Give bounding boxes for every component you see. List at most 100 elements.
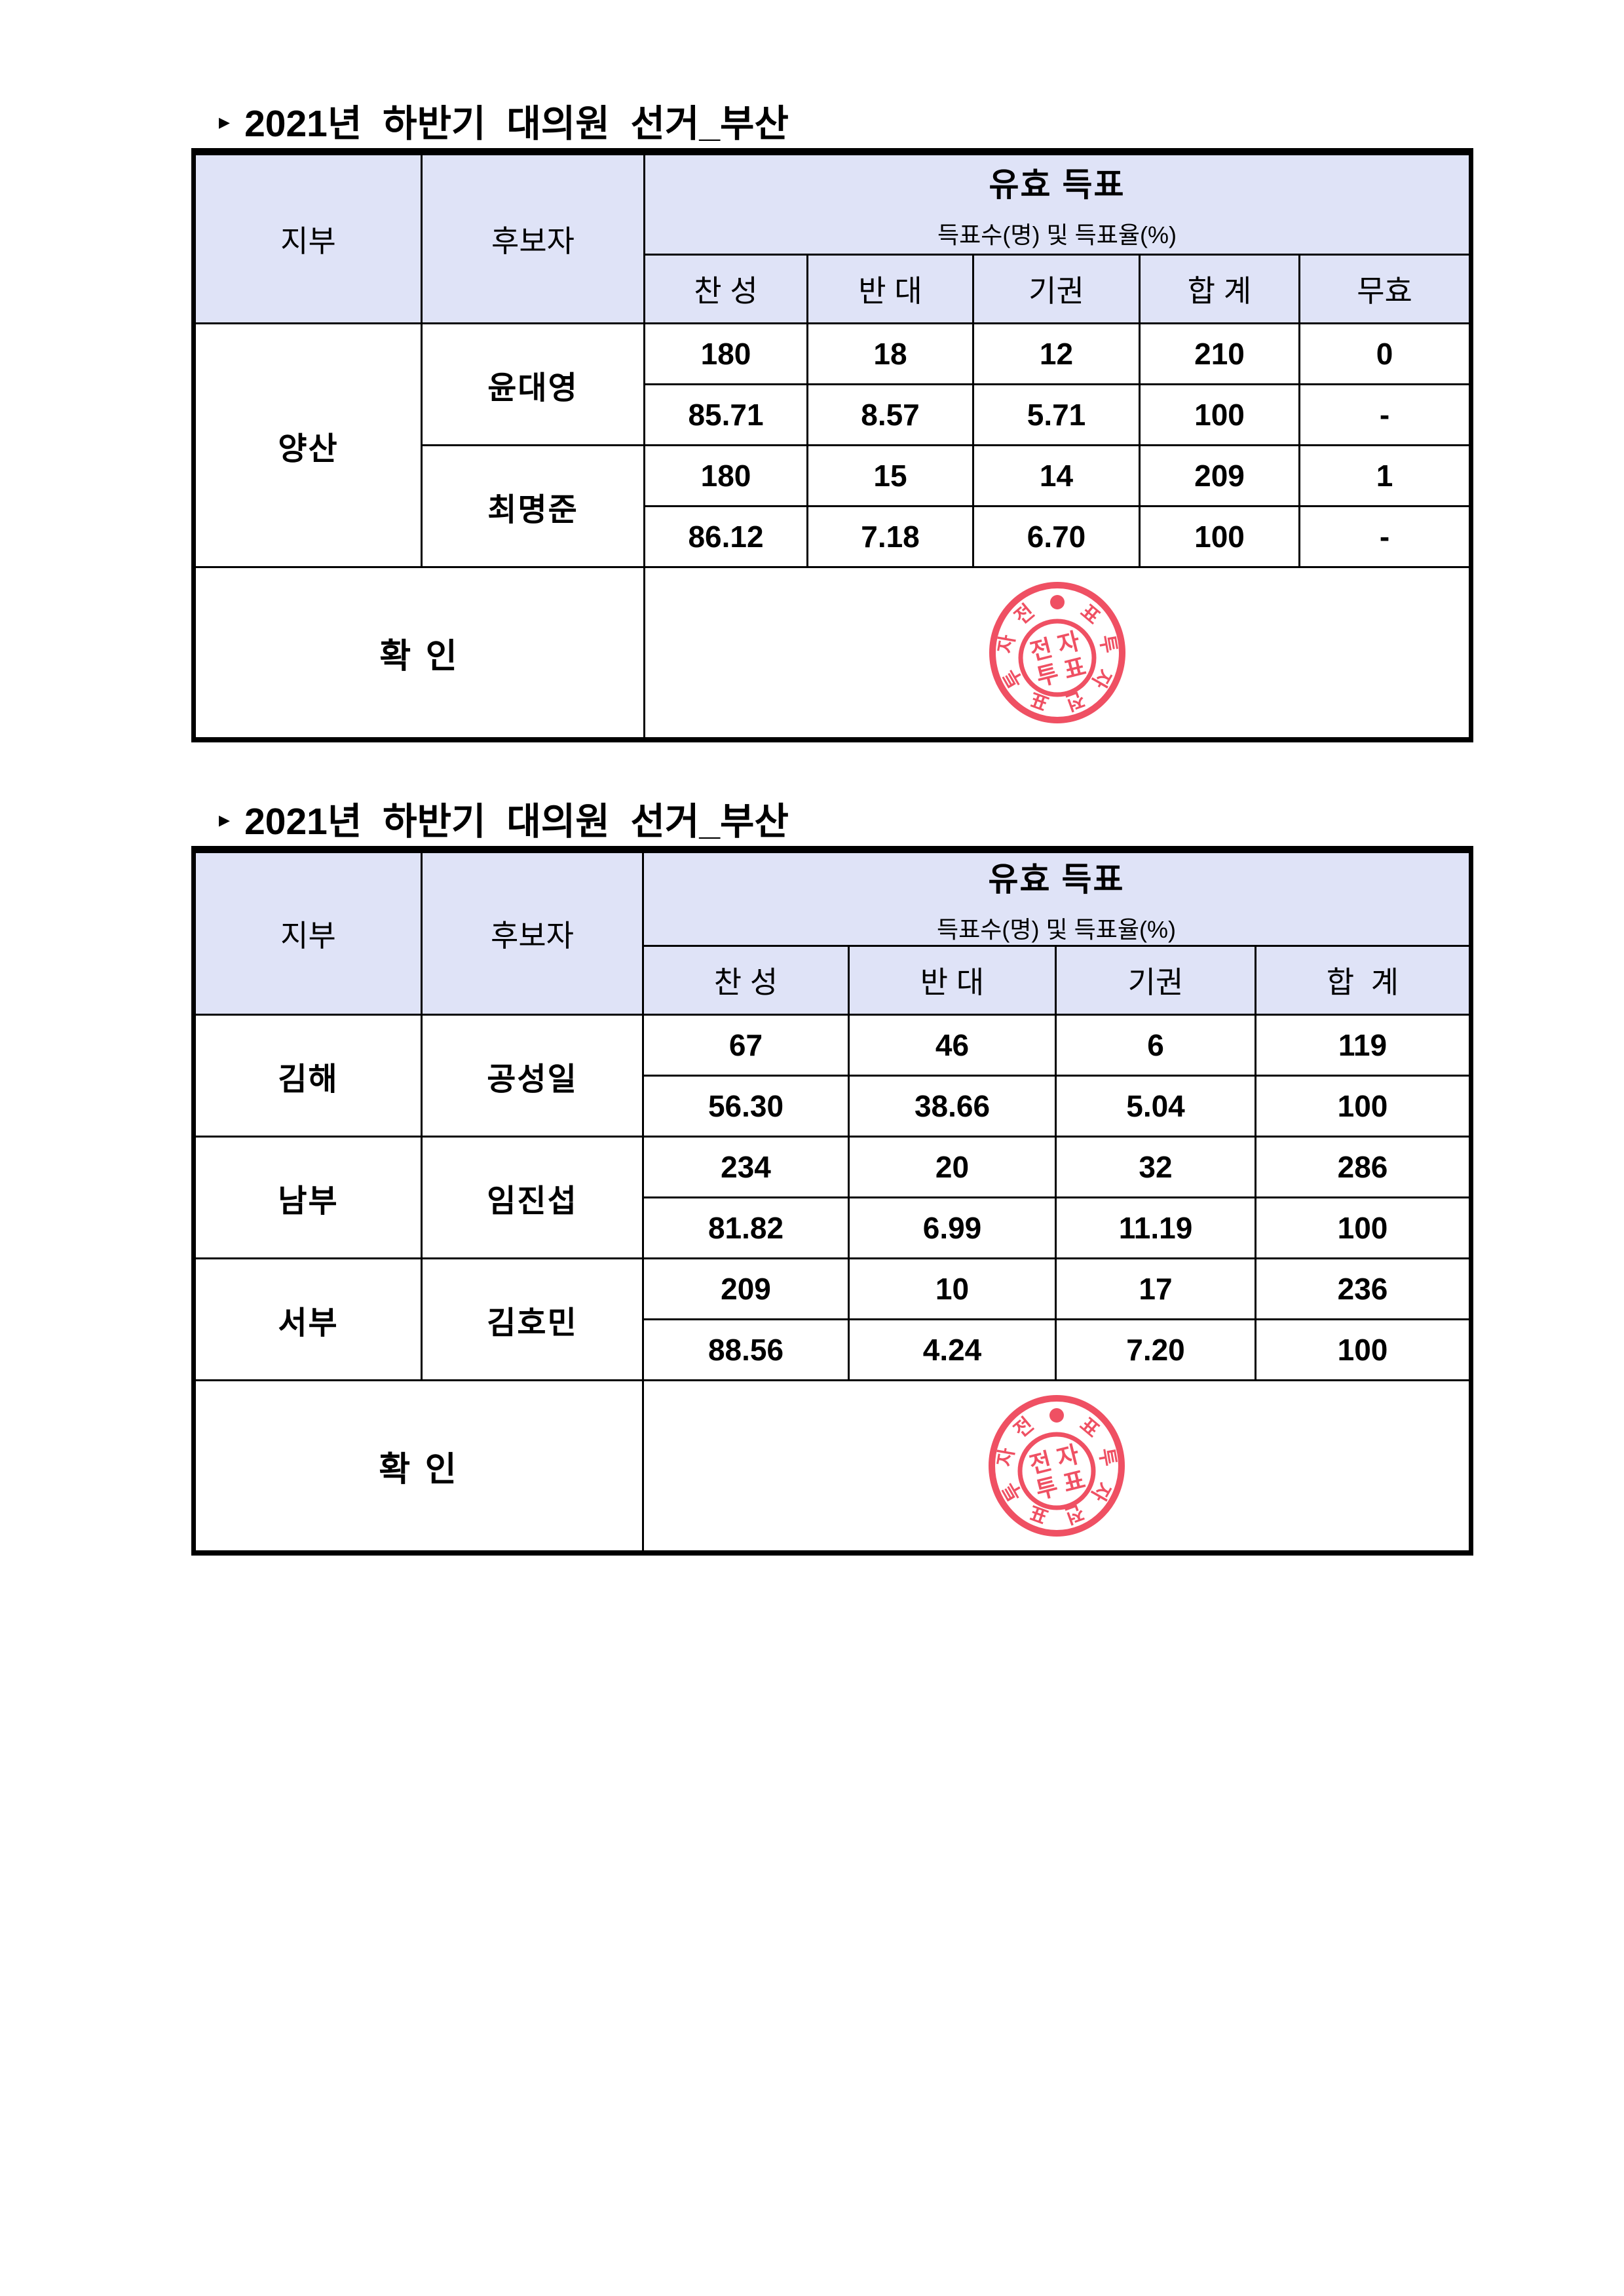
table2-col-abstain: 기권	[1055, 945, 1256, 1016]
rate-cell: 5.04	[1055, 1075, 1256, 1138]
table2-col-total: 합 계	[1255, 945, 1472, 1016]
table2-header-branch: 지부	[193, 849, 423, 1016]
count-cell: 234	[642, 1136, 850, 1198]
table1-col-invalid: 무효	[1298, 254, 1473, 324]
count-cell: 0	[1298, 322, 1473, 385]
rate-cell: 100	[1255, 1196, 1472, 1259]
vote-table-1: 지부 후보자 유효 득표 득표수(명) 및 득표율(%) 찬 성 반 대 기권 …	[191, 148, 1474, 742]
table2-confirm-row: 확 인 전 자 투	[193, 1379, 1472, 1554]
count-cell: 46	[848, 1014, 1057, 1077]
count-cell: 180	[643, 444, 808, 507]
rate-cell: 100	[1255, 1075, 1472, 1138]
table1-col-oppose: 반 대	[806, 254, 974, 324]
section2-title-text: 2021년 하반기 대의원 선거_부산	[244, 801, 789, 843]
rate-cell: 100	[1255, 1318, 1472, 1381]
count-cell: 12	[972, 322, 1141, 385]
table2-group3-rate-row: 88.56 4.24 7.20 100	[194, 1318, 1472, 1381]
svg-text:투: 투	[1095, 1447, 1119, 1468]
document-page: ▸ 2021년 하반기 대의원 선거_부산 지부 후보자 유효 득표 득표수(명…	[191, 100, 1624, 1556]
confirm-label: 확 인	[193, 1379, 644, 1554]
table1-header-row-1: 지부 후보자 유효 득표 득표수(명) 및 득표율(%)	[193, 151, 1473, 324]
rate-cell: 100	[1139, 383, 1300, 446]
rate-cell: 100	[1139, 505, 1300, 568]
valid-votes-title: 유효 득표	[988, 861, 1125, 898]
section1-title-text: 2021년 하반기 대의원 선거_부산	[244, 103, 789, 145]
rate-cell: 56.30	[642, 1075, 850, 1138]
candidate-cell: 윤대영	[421, 322, 645, 446]
count-cell: 210	[1139, 322, 1300, 385]
rate-cell: 6.70	[972, 505, 1141, 568]
svg-text:투: 투	[1033, 660, 1061, 691]
svg-text:투: 투	[1032, 1473, 1060, 1504]
count-cell: 119	[1255, 1014, 1472, 1077]
svg-text:투: 투	[1095, 634, 1120, 655]
table1-candidate1-rate-row: 85.71 8.57 5.71 100 -	[194, 383, 1473, 446]
count-cell: 209	[1139, 444, 1300, 507]
section2-title: ▸ 2021년 하반기 대의원 선거_부산	[219, 797, 1624, 843]
table1-header-valid-votes: 유효 득표 득표수(명) 및 득표율(%)	[643, 151, 1473, 256]
table1-candidate1-count-row: 양산 윤대영 180 18 12 210 0	[193, 322, 1473, 568]
rate-cell: 5.71	[972, 383, 1141, 446]
table1-candidate2-rate-row: 86.12 7.18 6.70 100 -	[194, 505, 1473, 568]
valid-votes-subtitle: 득표수(명) 및 득표율(%)	[937, 916, 1176, 943]
table2-group1-rate-row: 56.30 38.66 5.04 100	[194, 1075, 1472, 1138]
count-cell: 180	[643, 322, 808, 385]
svg-text:표: 표	[1061, 653, 1088, 684]
count-cell: 18	[806, 322, 974, 385]
branch-cell: 남부	[193, 1136, 423, 1259]
table2-header-valid-votes: 유효 득표 득표수(명) 및 득표율(%)	[642, 849, 1472, 947]
count-cell: 236	[1255, 1257, 1472, 1320]
vote-table-2: 지부 후보자 유효 득표 득표수(명) 및 득표율(%) 찬 성 반 대 기권 …	[191, 846, 1473, 1556]
table2-group2-count-row: 남부 임진섭 234 20 32 286	[193, 1136, 1472, 1259]
count-cell: 17	[1055, 1257, 1256, 1320]
table1-header-candidate: 후보자	[421, 151, 645, 324]
rate-cell: 4.24	[848, 1318, 1057, 1381]
table1-col-total: 합 계	[1139, 254, 1300, 324]
rate-cell: -	[1298, 505, 1473, 568]
stamp-cell: 전 자 투 표 전 자 투 표 전 자	[642, 1379, 1472, 1554]
table1-col-abstain: 기권	[972, 254, 1141, 324]
candidate-cell: 김호민	[421, 1257, 644, 1381]
electronic-voting-seal: 전 자 투 표 전 자 투 표 전 자	[988, 1395, 1125, 1537]
rate-cell: -	[1298, 383, 1473, 446]
table2-group3-count-row: 서부 김호민 209 10 17 236	[193, 1257, 1472, 1381]
table1-candidate2-count-row: 최명준 180 15 14 209 1	[194, 444, 1473, 568]
candidate-cell: 공성일	[421, 1014, 644, 1138]
table2-col-oppose: 반 대	[848, 945, 1057, 1016]
branch-cell: 김해	[193, 1014, 423, 1138]
svg-text:자: 자	[994, 1446, 1018, 1468]
rate-cell: 86.12	[643, 505, 808, 568]
confirm-label: 확 인	[193, 566, 645, 741]
svg-text:표: 표	[1060, 1466, 1087, 1497]
valid-votes-title: 유효 득표	[989, 166, 1125, 203]
count-cell: 6	[1055, 1014, 1256, 1077]
table2-header-candidate: 후보자	[421, 849, 644, 1016]
table1-col-agree: 찬 성	[643, 254, 808, 324]
table1-header-branch: 지부	[193, 151, 423, 324]
rate-cell: 88.56	[642, 1318, 850, 1381]
valid-votes-subtitle: 득표수(명) 및 득표율(%)	[937, 221, 1177, 248]
rate-cell: 8.57	[806, 383, 974, 446]
count-cell: 14	[972, 444, 1141, 507]
section1-title: ▸ 2021년 하반기 대의원 선거_부산	[219, 100, 1624, 145]
electronic-voting-seal: 전 자 투 표 전 자 투 표 전 자	[989, 582, 1125, 723]
seal-top-dot	[1049, 595, 1065, 609]
branch-cell: 서부	[193, 1257, 423, 1381]
rate-cell: 38.66	[848, 1075, 1057, 1138]
count-cell: 67	[642, 1014, 850, 1077]
branch-cell: 양산	[193, 322, 423, 568]
rate-cell: 7.18	[806, 505, 974, 568]
table1-header-row-2: 찬 성 반 대 기권 합 계 무효	[194, 254, 1473, 324]
count-cell: 209	[642, 1257, 850, 1320]
rate-cell: 11.19	[1055, 1196, 1256, 1259]
table2-group2-rate-row: 81.82 6.99 11.19 100	[194, 1196, 1472, 1259]
rate-cell: 81.82	[642, 1196, 850, 1259]
table2-header-row-2: 찬 성 반 대 기권 합 계	[194, 945, 1472, 1016]
candidate-cell: 임진섭	[421, 1136, 644, 1259]
count-cell: 1	[1298, 444, 1473, 507]
table2-col-agree: 찬 성	[642, 945, 850, 1016]
rate-cell: 7.20	[1055, 1318, 1256, 1381]
table1-confirm-row: 확 인 전 자 투	[193, 566, 1473, 741]
table2-header-row-1: 지부 후보자 유효 득표 득표수(명) 및 득표율(%)	[193, 849, 1472, 1016]
count-cell: 20	[848, 1136, 1057, 1198]
